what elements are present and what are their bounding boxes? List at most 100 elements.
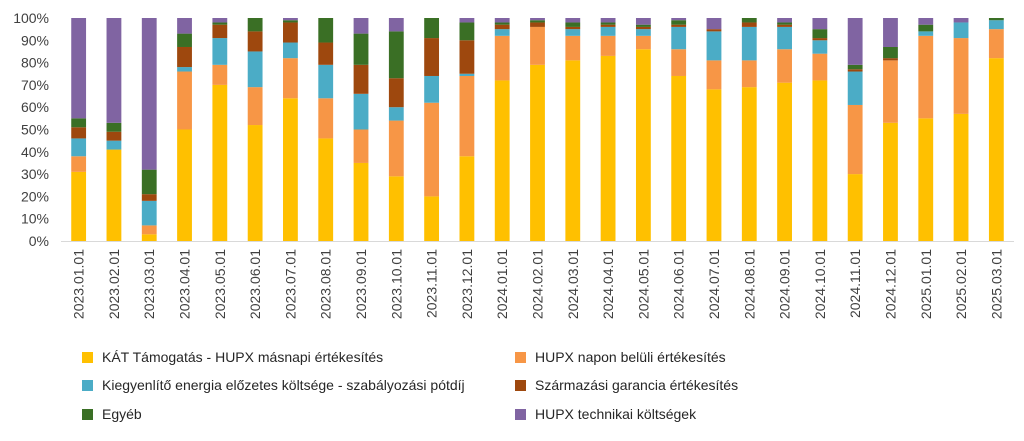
bar-segment xyxy=(106,140,122,150)
x-axis: 2023.01.01 2023.02.01 2023.03.01 2023.04.01… xyxy=(61,241,1014,319)
bar-segment xyxy=(459,40,475,74)
bar-segment xyxy=(635,26,651,30)
legend-swatch xyxy=(82,351,93,363)
bar-segment xyxy=(459,156,475,241)
x-tick-label: 2023.09.01 xyxy=(353,249,369,319)
bar-segment xyxy=(671,24,687,27)
bar-stack xyxy=(247,18,263,241)
bar-segment xyxy=(212,38,228,65)
bar-segment xyxy=(741,18,757,23)
bar-segment xyxy=(635,29,651,36)
bar-segment xyxy=(141,234,157,241)
legend-label: KÁT Támogatás - HUPX másnapi értékesítés xyxy=(102,349,384,365)
x-tick-label: 2024.12.01 xyxy=(882,249,898,319)
bar-segment xyxy=(883,46,898,59)
legend-label: Származási garancia értékesítés xyxy=(535,377,739,393)
bar-stack xyxy=(424,18,440,241)
bar-segment xyxy=(318,42,334,65)
bar-stack xyxy=(953,18,969,241)
bars xyxy=(71,18,1004,242)
bar-segment xyxy=(741,26,757,61)
bar-segment xyxy=(671,18,687,21)
y-tick-label: 40% xyxy=(21,144,49,160)
y-tick-label: 10% xyxy=(21,211,49,227)
bar-segment xyxy=(71,118,87,128)
x-tick-label: 2024.11.01 xyxy=(847,249,863,318)
bar-segment xyxy=(212,84,228,242)
bar-stack xyxy=(883,18,898,241)
bar-segment xyxy=(671,75,687,241)
bar-segment xyxy=(388,31,404,79)
bar-segment xyxy=(988,58,1004,241)
bar-segment xyxy=(671,26,687,50)
bar-segment xyxy=(424,102,440,197)
bar-stack xyxy=(459,18,475,241)
x-tick-label: 2023.12.01 xyxy=(459,249,475,319)
bar-segment xyxy=(388,176,404,241)
bar-segment xyxy=(283,98,298,241)
bar-segment xyxy=(318,64,334,99)
bar-segment xyxy=(71,127,87,139)
bar-segment xyxy=(706,18,722,30)
bar-segment xyxy=(318,18,334,43)
legend-item: HUPX technikai költségek xyxy=(515,406,696,422)
bar-segment xyxy=(918,118,934,241)
bar-segment xyxy=(953,22,969,39)
bar-segment xyxy=(635,24,651,27)
bar-segment xyxy=(777,26,792,50)
bar-stack xyxy=(318,18,334,241)
bar-segment xyxy=(388,107,404,121)
y-tick-label: 100% xyxy=(13,10,49,26)
bar-segment xyxy=(741,60,757,88)
bar-segment xyxy=(706,89,722,241)
bar-segment xyxy=(918,35,934,119)
bar-segment xyxy=(847,69,863,72)
x-tick-label: 2023.05.01 xyxy=(212,249,228,319)
bar-segment xyxy=(283,58,298,99)
y-axis: 0% 10% 20% 30% 40% 50% 60% 70% 80% 90% 100% xyxy=(13,10,49,249)
bar-segment xyxy=(530,22,545,27)
bar-segment xyxy=(353,129,369,163)
bar-segment xyxy=(777,49,792,83)
bar-segment xyxy=(318,138,334,241)
bar-segment xyxy=(812,80,828,241)
x-tick-label: 2023.08.01 xyxy=(318,249,334,319)
bar-segment xyxy=(106,18,122,123)
bar-stack xyxy=(671,18,687,241)
x-tick-label: 2024.04.01 xyxy=(600,249,616,319)
x-tick-label: 2023.06.01 xyxy=(247,249,263,319)
x-tick-label: 2023.10.01 xyxy=(388,249,404,319)
bar-stack xyxy=(212,18,228,242)
x-tick-label: 2025.02.01 xyxy=(953,249,969,319)
legend-swatch xyxy=(82,408,93,420)
bar-segment xyxy=(459,18,475,23)
x-tick-label: 2024.02.01 xyxy=(530,249,546,319)
x-tick-label: 2025.01.01 xyxy=(918,249,934,319)
bar-segment xyxy=(706,29,722,32)
bar-segment xyxy=(494,24,510,30)
legend-item: KÁT Támogatás - HUPX másnapi értékesítés xyxy=(82,349,383,365)
bar-segment xyxy=(388,120,404,177)
bar-segment xyxy=(953,38,969,114)
bar-segment xyxy=(565,22,581,27)
bar-segment xyxy=(671,49,687,76)
bar-stack xyxy=(988,18,1004,241)
x-tick-label: 2023.02.01 xyxy=(106,249,122,319)
bar-segment xyxy=(530,64,545,241)
bar-stack xyxy=(777,18,792,241)
bar-segment xyxy=(600,35,616,56)
bar-segment xyxy=(918,24,934,32)
legend-item: Származási garancia értékesítés xyxy=(515,377,738,393)
bar-segment xyxy=(530,18,545,21)
bar-stack xyxy=(283,18,298,241)
bar-segment xyxy=(106,122,122,132)
bar-segment xyxy=(812,29,828,39)
bar-segment xyxy=(283,42,298,59)
x-tick-label: 2023.11.01 xyxy=(424,249,440,318)
bar-segment xyxy=(318,98,334,139)
bar-stack xyxy=(494,18,510,241)
bar-stack xyxy=(741,18,757,241)
bar-stack xyxy=(600,18,616,241)
bar-segment xyxy=(177,71,192,130)
bar-segment xyxy=(141,169,157,195)
